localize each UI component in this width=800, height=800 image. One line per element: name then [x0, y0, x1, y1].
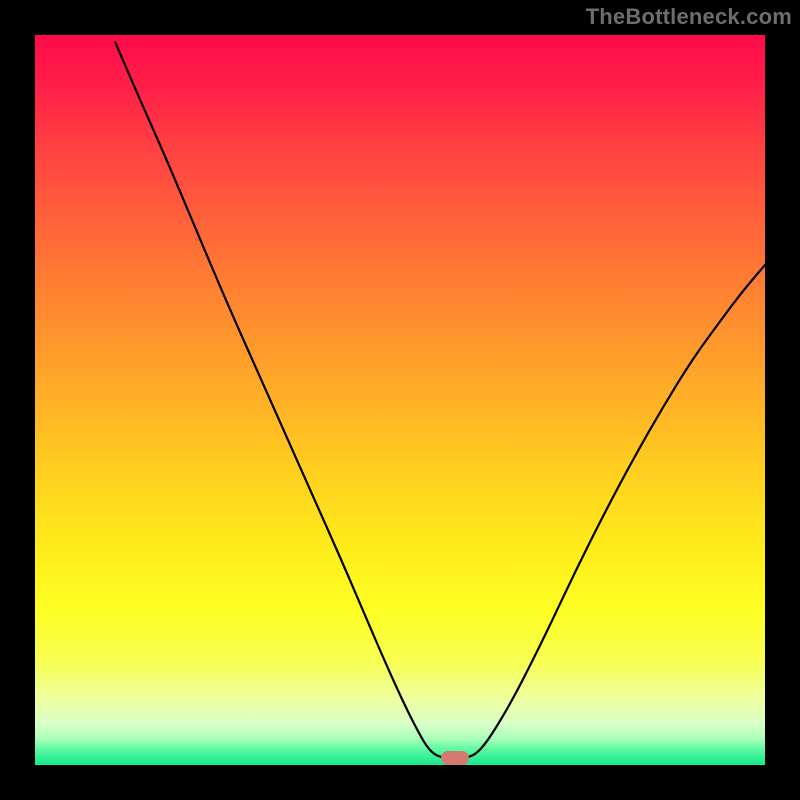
- plot-area: [35, 35, 765, 765]
- watermark-text: TheBottleneck.com: [586, 4, 792, 30]
- bottleneck-curve: [35, 35, 765, 765]
- chart-frame: TheBottleneck.com: [0, 0, 800, 800]
- optimum-marker: [441, 751, 469, 765]
